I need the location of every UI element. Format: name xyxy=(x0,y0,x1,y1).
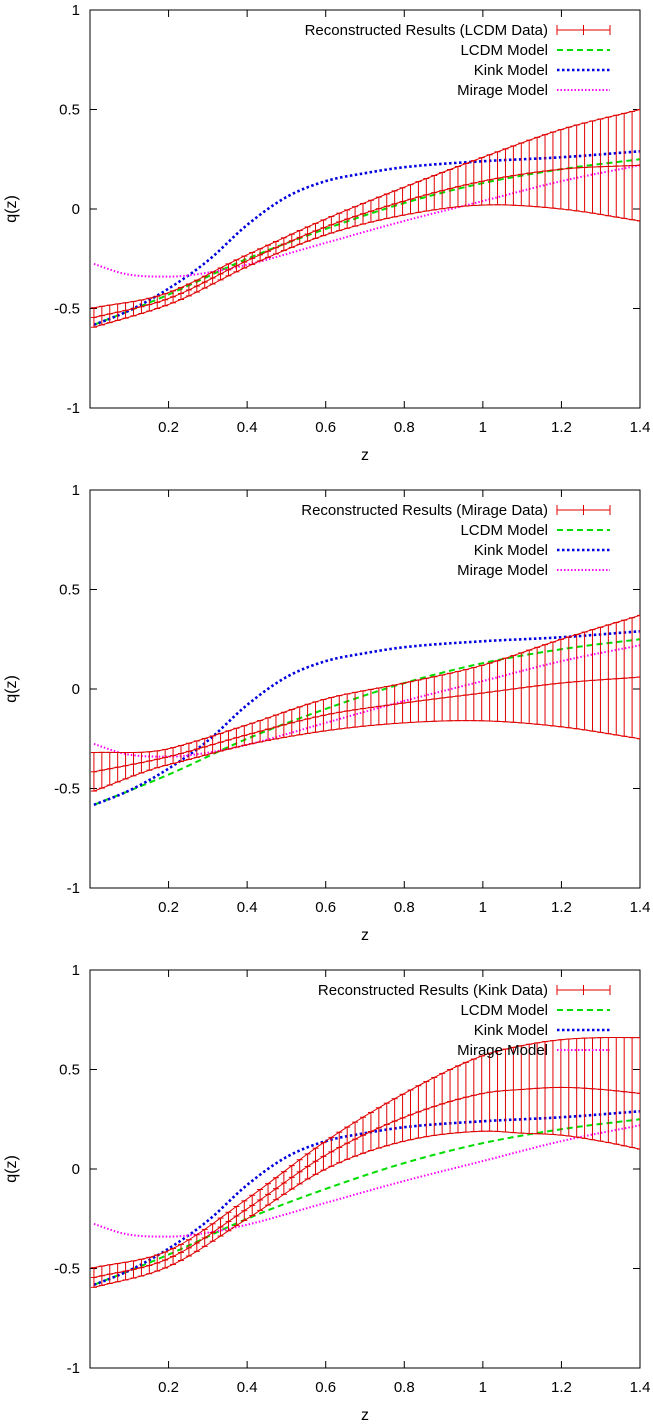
x-tick-label: 0.8 xyxy=(394,1379,415,1396)
y-tick-label: -0.5 xyxy=(54,301,80,318)
y-tick-label: 0 xyxy=(72,201,80,218)
reconstructed-center-line xyxy=(93,1086,640,1278)
legend-label: LCDM Model xyxy=(460,522,548,539)
y-tick-label: 0.5 xyxy=(59,1062,80,1079)
legend: Reconstructed Results (Kink Data) LCDM Mo… xyxy=(318,982,611,1059)
x-tick-label: 0.4 xyxy=(237,419,258,436)
series-line-kink-model xyxy=(93,149,640,327)
x-tick-label: 1 xyxy=(479,1379,487,1396)
legend-label: LCDM Model xyxy=(460,1002,548,1019)
reconstructed-center-line xyxy=(93,164,640,318)
y-tick-label: 1 xyxy=(72,482,80,499)
legend-label: Reconstructed Results (Mirage Data) xyxy=(301,502,548,519)
series-line-mirage-model xyxy=(93,1124,640,1238)
y-tick-label: 0 xyxy=(72,1161,80,1178)
y-tick-label: -1 xyxy=(67,400,80,417)
x-tick-label: 0.4 xyxy=(237,1379,258,1396)
chart-panel-3: -1 -0.5 0 0.5 1 0.2 0.4 0.6 0.8 1 1.2 1.4 z q(z) Recon… xyxy=(3,962,650,1424)
legend-label: Mirage Model xyxy=(457,1042,548,1059)
x-tick-label: 1.4 xyxy=(630,899,651,916)
y-tick-label: 0.5 xyxy=(59,582,80,599)
y-tick-label: 1 xyxy=(72,962,80,979)
error-envelope-upper xyxy=(93,109,640,309)
x-tick-label: 1.4 xyxy=(630,419,651,436)
legend: Reconstructed Results (LCDM Data) LCDM Mo… xyxy=(305,22,611,99)
legend-label: Reconstructed Results (Kink Data) xyxy=(318,982,548,999)
series-line-mirage-model xyxy=(93,644,640,758)
x-tick-label: 0.4 xyxy=(237,899,258,916)
x-axis-label: z xyxy=(361,927,369,944)
x-tick-label: 0.6 xyxy=(315,899,336,916)
legend: Reconstructed Results (Mirage Data) LCDM … xyxy=(301,502,611,579)
y-axis-label: q(z) xyxy=(3,1155,20,1183)
x-tick-label: 1.2 xyxy=(551,1379,572,1396)
error-envelope-lower xyxy=(93,720,640,792)
x-tick-label: 0.8 xyxy=(394,899,415,916)
reconstructed-center-line xyxy=(93,676,640,773)
x-tick-label: 0.8 xyxy=(394,419,415,436)
x-tick-label: 0.2 xyxy=(158,1379,179,1396)
x-tick-label: 0.2 xyxy=(158,899,179,916)
x-tick-label: 1 xyxy=(479,899,487,916)
legend-label: Reconstructed Results (LCDM Data) xyxy=(305,22,548,39)
x-tick-label: 0.6 xyxy=(315,1379,336,1396)
x-tick-label: 1 xyxy=(479,419,487,436)
plot-area xyxy=(90,1037,640,1288)
legend-label: Kink Model xyxy=(474,62,548,79)
legend-label: Mirage Model xyxy=(457,82,548,99)
x-tick-label: 1.4 xyxy=(630,1379,651,1396)
series-line-lcdm-model xyxy=(93,158,640,326)
y-axis-label: q(z) xyxy=(3,675,20,703)
series-line-lcdm-model xyxy=(93,638,640,806)
y-tick-label: -1 xyxy=(67,880,80,897)
chart-panel-1: -1 -0.5 0 0.5 1 0.2 0.4 0.6 0.8 1 1.2 1.4 z q(z) Recon… xyxy=(3,2,650,464)
x-tick-label: 0.6 xyxy=(315,419,336,436)
series-line-mirage-model xyxy=(93,164,640,278)
legend-label: Kink Model xyxy=(474,1022,548,1039)
x-axis-label: z xyxy=(361,447,369,464)
y-axis-label: q(z) xyxy=(3,195,20,223)
series-line-lcdm-model xyxy=(93,1118,640,1286)
error-envelope-upper xyxy=(93,1037,640,1269)
legend-label: Mirage Model xyxy=(457,562,548,579)
plot-area xyxy=(90,109,640,328)
error-envelope-upper xyxy=(93,614,640,754)
error-envelope-lower xyxy=(93,1130,640,1288)
chart-panel-2: -1 -0.5 0 0.5 1 0.2 0.4 0.6 0.8 1 1.2 1.4 z q(z) Recon… xyxy=(3,482,650,944)
y-tick-label: 0.5 xyxy=(59,102,80,119)
x-tick-label: 1.2 xyxy=(551,899,572,916)
series-line-kink-model xyxy=(93,1109,640,1287)
y-tick-label: 1 xyxy=(72,2,80,19)
x-axis-label: z xyxy=(361,1407,369,1424)
x-tick-label: 0.2 xyxy=(158,419,179,436)
y-tick-label: -1 xyxy=(67,1360,80,1377)
legend-label: Kink Model xyxy=(474,542,548,559)
x-tick-label: 1.2 xyxy=(551,419,572,436)
y-tick-label: 0 xyxy=(72,681,80,698)
series-line-kink-model xyxy=(93,629,640,807)
y-tick-label: -0.5 xyxy=(54,781,80,798)
y-tick-label: -0.5 xyxy=(54,1261,80,1278)
legend-label: LCDM Model xyxy=(460,42,548,59)
plot-area xyxy=(90,614,640,807)
error-envelope-lower xyxy=(93,204,640,328)
